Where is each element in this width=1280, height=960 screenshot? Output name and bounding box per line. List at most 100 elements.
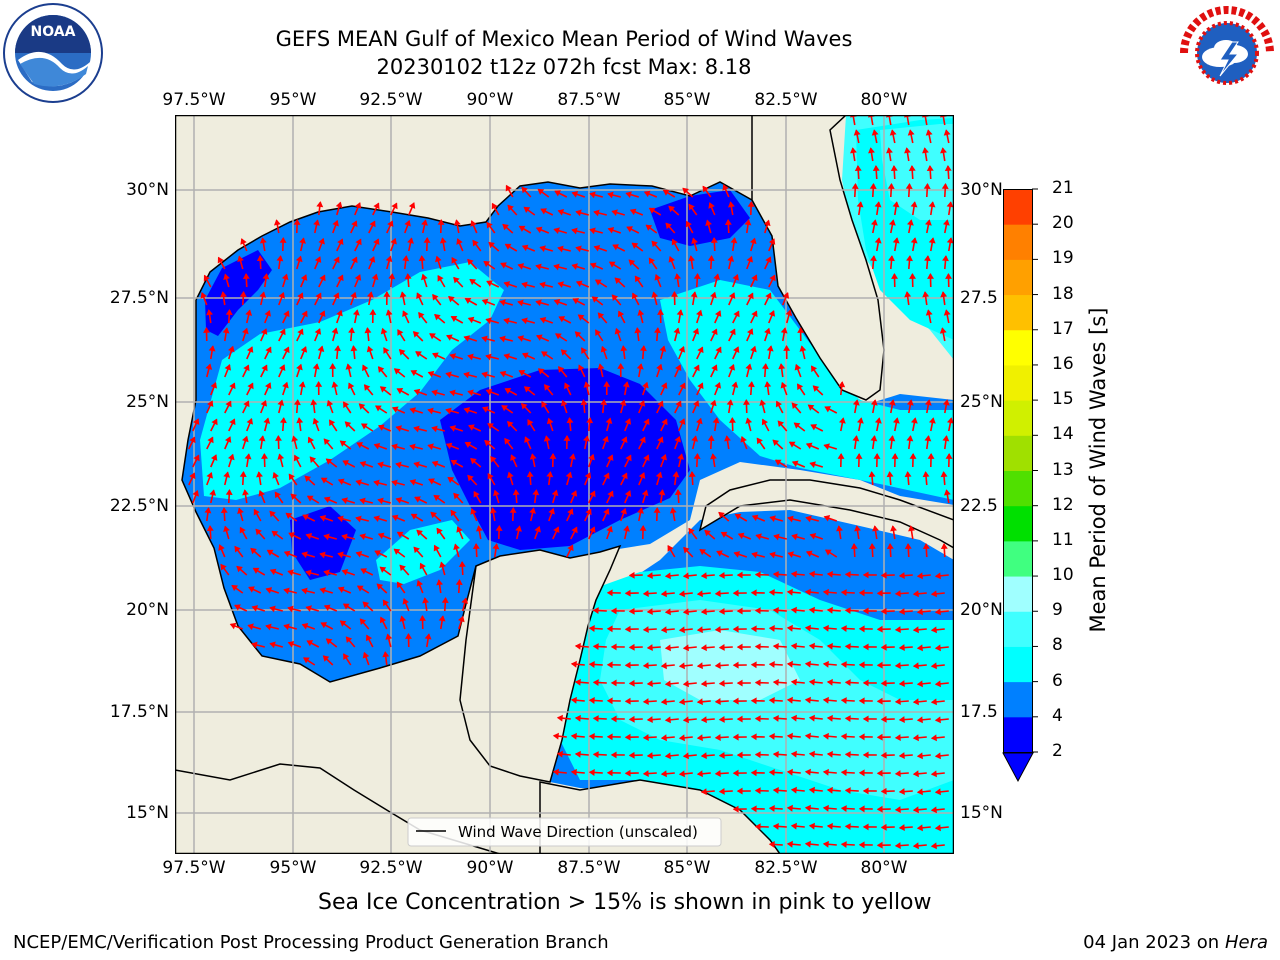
wind-arrow-head [607,490,614,498]
wind-arrow-head [905,183,913,189]
wind-arrow-head [220,291,227,298]
wind-arrow-head [261,453,268,459]
wind-arrow-head [678,698,685,706]
wind-arrow-head [790,678,797,686]
wind-arrow [852,115,856,126]
wind-arrow-head [724,219,732,225]
wind-arrow-head [351,256,358,264]
wind-arrow-head [277,399,285,406]
wind-arrow-head [319,587,326,594]
wind-arrow-head [696,698,703,706]
wind-arrow-head [236,565,243,573]
wind-arrow-head [600,345,608,353]
wind-arrow-head [722,184,729,191]
wind-arrow-head [585,508,592,516]
wind-arrow-head [360,568,367,575]
wind-arrow-head [624,490,632,497]
wind-arrow-head [239,471,247,477]
wind-arrow-head [634,327,642,334]
wind-arrow-head [210,382,218,389]
wind-arrow-head [553,526,560,534]
wind-arrow-head [891,453,899,459]
wind-arrow-head [728,292,736,299]
colorbar-label: Mean Period of Wind Waves [s] [1086,307,1110,633]
wind-arrow-head [675,364,682,371]
wind-arrow-head [768,625,775,632]
wind-arrow-head [240,238,247,245]
wind-arrow-head [674,435,681,443]
wind-arrow-head [468,424,475,431]
wind-arrow-head [674,489,682,496]
wind-arrow-head [751,514,759,522]
wind-arrow-head [205,363,213,370]
wind-arrow-head [788,441,796,448]
wind-arrow-head [207,400,214,407]
wind-arrow-head [482,406,489,413]
wind-arrow-head [395,497,403,504]
wind-arrow-head [736,751,743,759]
wind-arrow-head [709,399,717,407]
wind-arrow-head [824,406,832,413]
lon-label: 92.5°W [359,90,423,110]
wind-arrow-head [805,442,813,450]
contour-under-2 [205,250,272,336]
wind-arrow-head [768,805,775,812]
colorbar-tick-label: 11 [1052,529,1074,550]
wind-arrow-head [266,549,274,556]
wind-arrow-head [934,788,941,796]
wind-arrow-head [704,529,711,537]
wind-arrow-head [537,368,545,375]
wind-arrow-head [290,493,298,501]
noaa-logo: NOAA [3,3,103,103]
wind-arrow-head [470,508,477,515]
wind-arrow-head [557,209,565,216]
wind-arrow-head [210,454,218,461]
wind-arrow-head [450,509,457,517]
wind-arrow-head [922,543,930,549]
wind-arrow-head [894,662,901,670]
wind-arrow-head [648,257,655,265]
wind-arrow-head [777,420,785,428]
wind-arrow-head [840,661,847,668]
wind-arrow-head [786,840,793,848]
wind-arrow-head [942,255,949,262]
wind-arrow-head [858,589,865,597]
wind-arrow-head [732,661,739,669]
wind-arrow-head [912,842,919,850]
wind-arrow-head [339,440,347,447]
lat-label: 15°N [960,803,1003,823]
lon-label: 80°W [860,858,908,878]
wind-arrow-head [264,309,271,317]
wind-arrow-head [437,274,444,282]
wind-arrow-head [603,472,610,480]
wind-arrow-head [904,291,912,298]
wind-arrow-head [634,275,641,283]
wind-arrow-head [946,201,954,208]
wind-arrow-head [493,489,500,497]
colorbar-segment [1003,259,1033,296]
wind-arrow-head [436,579,444,586]
wind-arrow-head [718,511,725,519]
wind-arrow-head [826,606,833,614]
wind-arrow-head [247,623,254,631]
wind-arrow-head [265,346,272,354]
wind-arrow-head [908,165,916,172]
wind-arrow-head [808,642,815,650]
wind-arrow-head [543,435,551,442]
wind-arrow-head [763,219,771,227]
wind-arrow-head [713,273,721,280]
wind-arrow-head [940,543,948,549]
wind-arrow-head [366,345,374,353]
wind-arrow-head [651,291,659,298]
wind-arrow-head [940,291,948,298]
wind-arrow-head [337,478,345,486]
wind-arrow-head [505,184,512,192]
wind-arrow-head [385,633,393,640]
wind-arrow-head [646,680,653,688]
wind-arrow-head [432,293,439,301]
wind-arrow-head [873,453,881,459]
wind-arrow-head [898,788,905,796]
wind-arrow-head [517,335,524,342]
lon-label: 95°W [269,858,317,878]
wind-arrow-head [868,147,875,154]
